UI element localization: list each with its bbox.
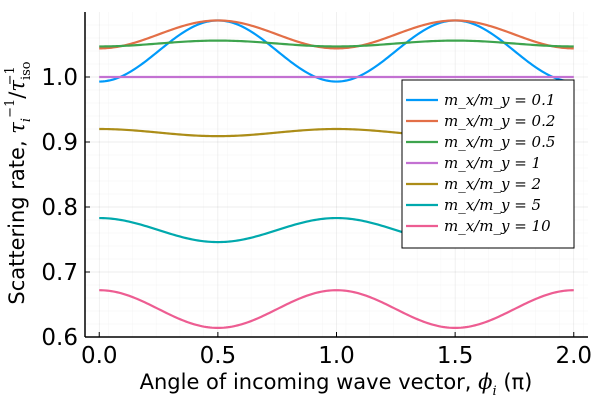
x-tick-label: 0.5 [200, 343, 237, 369]
y-tick-label: 0.8 [41, 195, 78, 221]
legend-label: m_x/m_y = 0.1 [444, 91, 555, 109]
x-tick-label: 0.0 [81, 343, 118, 369]
legend-label: m_x/m_y = 0.2 [444, 112, 555, 130]
legend: m_x/m_y = 0.1 m_x/m_y = 0.2 m_x/m_y = 0.5 m… [401, 79, 575, 249]
x-tick-label: 1.0 [318, 343, 355, 369]
y-tick-label: 1.0 [41, 65, 78, 91]
series-line-6 [99, 289, 574, 330]
x-tick-label: 1.5 [437, 343, 474, 369]
series-line-0 [99, 19, 574, 83]
legend-label: m_x/m_y = 2 [444, 175, 541, 193]
series-lines [99, 19, 574, 330]
legend-label: m_x/m_y = 1 [444, 154, 541, 172]
ticks: 0.0 0.5 1.0 1.5 2.0 0.6 0.7 0.8 0.9 1.0 [41, 65, 592, 369]
y-tick-label: 0.6 [41, 325, 78, 351]
y-tick-label: 0.7 [41, 260, 78, 286]
y-axis-label: Scattering rate, τi−1/τiso−1 [3, 61, 34, 304]
legend-label: m_x/m_y = 10 [444, 217, 551, 235]
series-line-1 [99, 19, 574, 50]
y-tick-label: 0.9 [41, 130, 78, 156]
legend-label: m_x/m_y = 5 [444, 196, 541, 214]
series-line-2 [99, 39, 574, 48]
legend-label: m_x/m_y = 0.5 [444, 133, 555, 151]
y-axis-label-text: Scattering rate, [5, 134, 29, 305]
x-axis-label: Angle of incoming wave vector, ϕi (π) [140, 370, 533, 399]
x-tick-label: 2.0 [555, 343, 592, 369]
